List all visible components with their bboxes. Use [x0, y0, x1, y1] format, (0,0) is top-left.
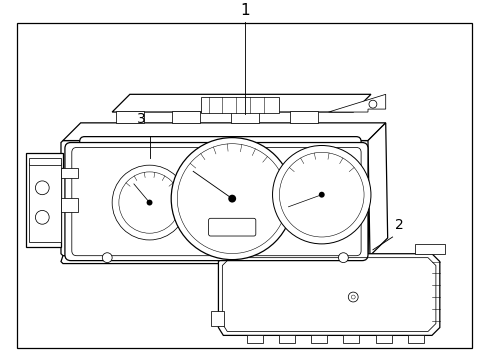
Circle shape — [347, 292, 357, 302]
Bar — [246, 336, 262, 343]
Circle shape — [102, 253, 112, 262]
Circle shape — [350, 295, 354, 299]
Circle shape — [119, 172, 180, 233]
Polygon shape — [218, 254, 439, 336]
Bar — [116, 111, 143, 123]
Bar — [279, 336, 295, 343]
Polygon shape — [367, 123, 387, 256]
Polygon shape — [226, 246, 240, 254]
Text: 3: 3 — [137, 112, 146, 126]
Circle shape — [146, 199, 152, 206]
Circle shape — [35, 211, 49, 224]
Polygon shape — [61, 198, 78, 212]
Bar — [172, 111, 199, 123]
Polygon shape — [61, 168, 78, 178]
Polygon shape — [63, 123, 385, 140]
Circle shape — [112, 165, 186, 240]
Bar — [310, 336, 326, 343]
Polygon shape — [328, 94, 385, 112]
Polygon shape — [25, 153, 63, 247]
Circle shape — [338, 253, 347, 262]
Text: 2: 2 — [394, 218, 403, 232]
Circle shape — [171, 138, 293, 260]
FancyBboxPatch shape — [80, 137, 360, 258]
Polygon shape — [61, 256, 369, 264]
Circle shape — [318, 192, 324, 198]
Polygon shape — [29, 158, 61, 165]
FancyBboxPatch shape — [72, 148, 360, 256]
Bar — [231, 111, 258, 123]
Bar — [375, 336, 391, 343]
Circle shape — [35, 181, 49, 195]
Circle shape — [228, 195, 236, 203]
FancyBboxPatch shape — [65, 143, 367, 261]
Circle shape — [144, 169, 154, 179]
Circle shape — [368, 100, 376, 108]
Polygon shape — [210, 311, 224, 325]
Circle shape — [177, 144, 286, 253]
Polygon shape — [112, 94, 370, 112]
Polygon shape — [29, 163, 61, 242]
Bar — [343, 336, 358, 343]
Text: 1: 1 — [240, 3, 249, 18]
Circle shape — [279, 152, 363, 237]
Bar — [407, 336, 423, 343]
Polygon shape — [61, 140, 369, 256]
Bar — [290, 111, 317, 123]
Polygon shape — [414, 244, 444, 254]
Circle shape — [272, 145, 370, 244]
Bar — [200, 97, 279, 113]
FancyBboxPatch shape — [208, 218, 255, 236]
